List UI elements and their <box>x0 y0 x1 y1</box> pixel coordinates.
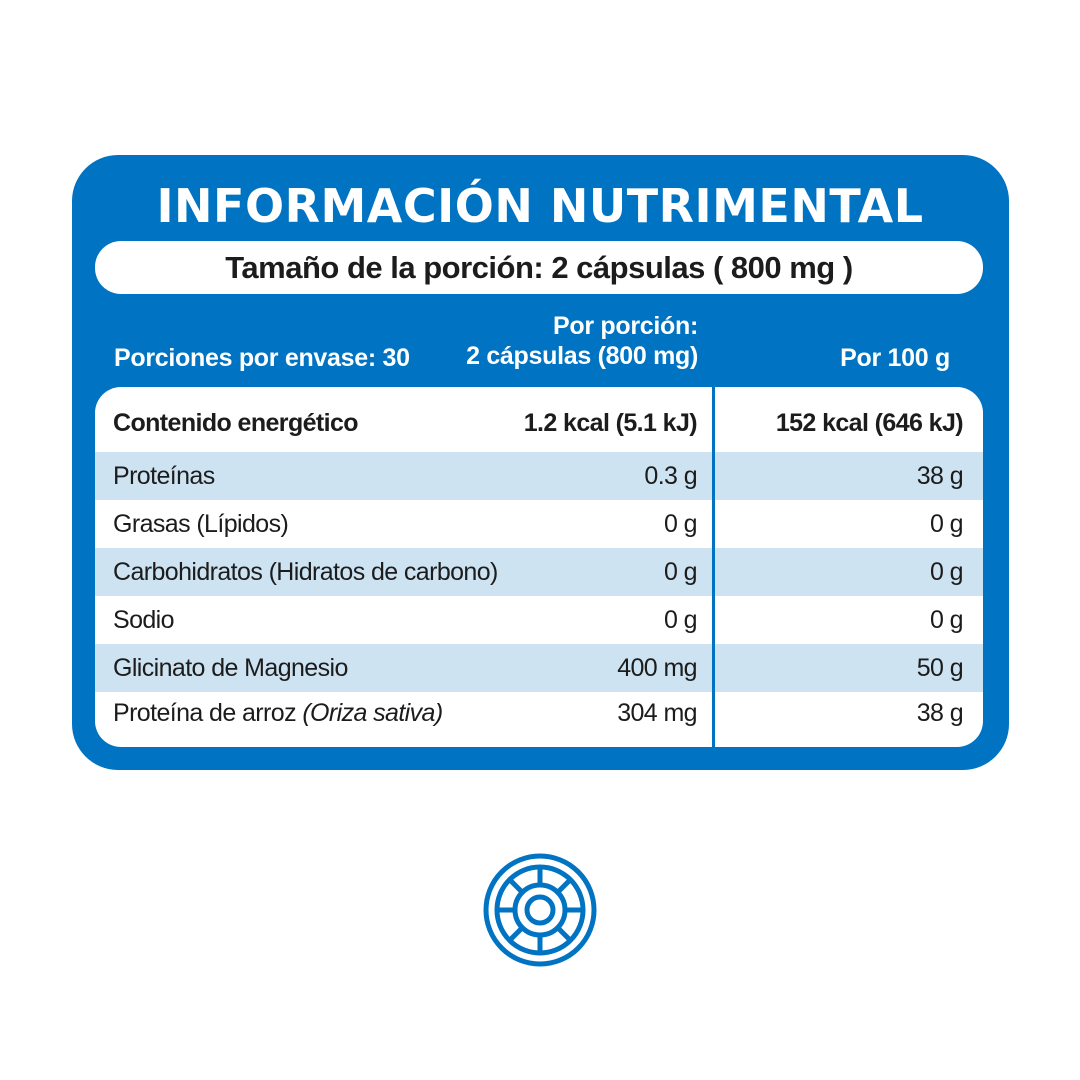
row-name-wrapper: Proteína de arroz (Oriza sativa) <box>113 689 443 737</box>
row-name: Grasas (Lípidos) <box>113 510 289 538</box>
row-name: Proteína de arroz <box>113 699 297 727</box>
per-portion-header-line1: Por porción: <box>552 312 698 340</box>
serving-size-panel <box>95 241 983 294</box>
per-portion-header-line2: 2 cápsulas (800 mg) <box>466 342 698 370</box>
table-row-carbohydrates: Carbohidratos (Hidratos de carbono) 0 g … <box>95 548 983 596</box>
row-value-per-100g: 38 g <box>916 699 964 727</box>
row-value-per-portion: 0 g <box>664 558 698 586</box>
row-value-per-100g: 38 g <box>916 462 964 490</box>
row-name: Glicinato de Magnesio <box>113 654 348 682</box>
serving-size-label: Tamaño de la porción: 2 cápsulas ( 800 m… <box>225 250 853 285</box>
table-row-fats: Grasas (Lípidos) 0 g 0 g <box>95 500 983 548</box>
row-value-per-100g: 50 g <box>916 654 964 682</box>
concentric-circle-logo-icon <box>483 853 597 967</box>
table-row-rice-protein: Proteína de arroz (Oriza sativa) 304 mg … <box>95 689 983 737</box>
nutrition-table: Contenido energético 1.2 kcal (5.1 kJ) 1… <box>95 387 983 747</box>
row-value-per-100g: 0 g <box>930 606 964 634</box>
row-name: Contenido energético <box>113 409 359 437</box>
table-row-magnesium-glycinate: Glicinato de Magnesio 400 mg 50 g <box>95 644 983 692</box>
row-value-per-portion: 0 g <box>664 510 698 538</box>
row-name: Sodio <box>113 606 175 634</box>
table-row-energy: Contenido energético 1.2 kcal (5.1 kJ) 1… <box>95 399 983 447</box>
row-value-per-portion: 400 mg <box>617 654 697 682</box>
row-name-scientific: (Oriza sativa) <box>302 699 443 727</box>
row-name: Carbohidratos (Hidratos de carbono) <box>113 558 498 586</box>
table-row-sodium: Sodio 0 g 0 g <box>95 596 983 644</box>
row-value-per-portion: 0.3 g <box>644 462 697 490</box>
row-value-per-100g: 0 g <box>930 510 964 538</box>
row-value-per-portion: 0 g <box>664 606 698 634</box>
table-row-protein: Proteínas 0.3 g 38 g <box>95 452 983 500</box>
row-name: Proteínas <box>113 462 215 490</box>
column-divider <box>712 383 715 770</box>
row-value-per-100g: 0 g <box>930 558 964 586</box>
per-portion-header: Por porción: 2 cápsulas (800 mg) <box>466 311 698 371</box>
row-value-per-portion: 304 mg <box>617 699 697 727</box>
row-value-per-portion: 1.2 kcal (5.1 kJ) <box>523 409 698 437</box>
page-title: INFORMACIÓN NUTRIMENTAL <box>156 179 924 233</box>
servings-per-container-header: Porciones por envase: 30 <box>114 344 410 372</box>
per-100g-header: Por 100 g <box>840 344 950 372</box>
row-value-per-100g: 152 kcal (646 kJ) <box>775 409 964 437</box>
